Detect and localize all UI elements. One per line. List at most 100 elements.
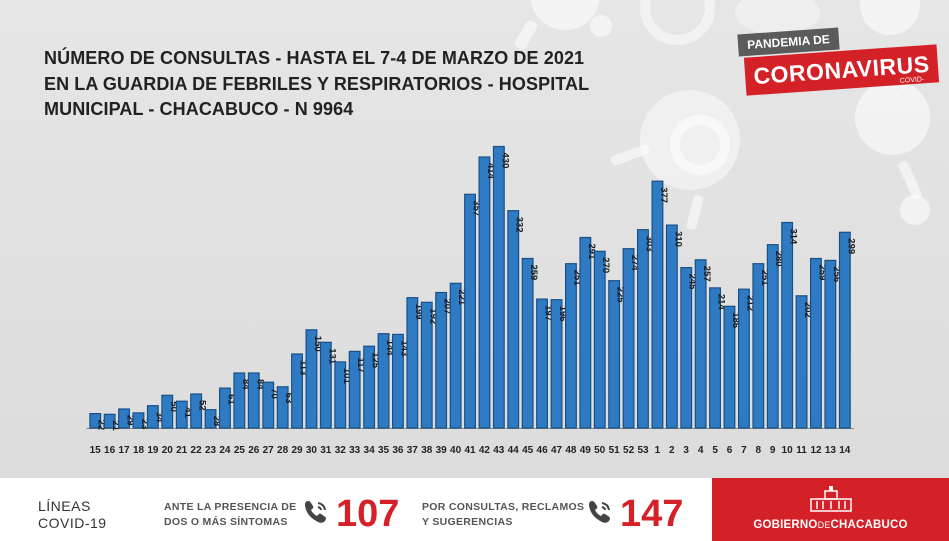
bar <box>118 408 130 429</box>
bar <box>449 282 462 429</box>
bar <box>665 224 678 429</box>
bar-value-label: 186 <box>730 312 741 328</box>
bar-value-label: 303 <box>644 236 655 252</box>
bar-value-label: 299 <box>845 238 856 254</box>
bar-group: 377 1 <box>651 180 669 456</box>
bar <box>824 259 837 429</box>
bar-value-label: 125 <box>370 352 381 369</box>
x-tick-label: 5 <box>712 445 718 456</box>
bar <box>89 413 102 429</box>
x-tick-label: 2 <box>669 445 675 456</box>
chart-title-line-1: NÚMERO DE CONSULTAS - HASTA EL 7-4 DE MA… <box>44 48 585 68</box>
bar-group: 214 5 <box>709 287 727 456</box>
bar-group: 357 41 <box>464 193 482 456</box>
bar <box>550 299 563 429</box>
bar <box>190 393 203 429</box>
bar-group: 34 19 <box>146 405 164 456</box>
bar-group: 299 14 <box>838 231 856 456</box>
bar <box>146 405 159 429</box>
bar-value-label: 357 <box>471 200 482 216</box>
bar-group: 196 47 <box>550 299 568 456</box>
x-tick-label: 15 <box>90 445 102 456</box>
x-tick-label: 25 <box>234 445 246 456</box>
bar <box>233 372 246 429</box>
bar-group: 144 35 <box>377 333 395 456</box>
chart-title-line-3: MUNICIPAL - CHACABUCO - N 9964 <box>44 99 354 119</box>
bar-group: 125 34 <box>363 345 381 456</box>
bar-value-label: 251 <box>571 270 582 287</box>
bar <box>204 409 217 429</box>
bar-value-label: 143 <box>398 340 409 356</box>
bar <box>363 345 376 429</box>
bar-value-label: 221 <box>456 289 467 306</box>
x-tick-label: 12 <box>810 445 822 456</box>
bar-group: 303 53 <box>636 229 655 456</box>
phone-number-107[interactable]: 107 <box>336 493 400 535</box>
bar <box>392 333 404 429</box>
x-tick-label: 51 <box>609 445 621 456</box>
consultas-note-line-2: Y SUGERENCIAS <box>422 516 513 528</box>
x-tick-label: 30 <box>306 445 318 456</box>
bar <box>334 361 347 429</box>
bar-value-label: 314 <box>788 229 799 246</box>
x-tick-label: 35 <box>378 445 390 456</box>
x-tick-label: 45 <box>522 445 534 456</box>
x-tick-label: 6 <box>727 445 733 456</box>
x-tick-label: 33 <box>349 445 361 456</box>
bar-group: 257 4 <box>694 259 712 456</box>
bar-group: 117 33 <box>348 350 366 456</box>
bar-group: 256 13 <box>824 259 842 456</box>
bar <box>564 263 577 429</box>
chacabuco-word: CHACABUCO <box>830 519 908 531</box>
bar-value-label: 117 <box>355 357 366 372</box>
bar-value-label: 34 <box>153 412 164 423</box>
bar-group: 280 9 <box>766 244 784 456</box>
bar-group: 414 42 <box>478 156 496 456</box>
x-tick-label: 32 <box>335 445 347 456</box>
bar-value-label: 257 <box>701 266 712 282</box>
x-tick-label: 49 <box>580 445 592 456</box>
x-tick-label: 20 <box>162 445 174 456</box>
covid-label: COVID-19 <box>38 515 107 531</box>
bar <box>132 412 145 429</box>
bar-value-label: 212 <box>744 295 755 311</box>
bar-value-label: 84 <box>254 379 265 390</box>
bar-group: 259 12 <box>809 257 828 456</box>
x-tick-label: 46 <box>537 445 549 456</box>
bar <box>291 353 304 429</box>
consultas-note-line-1: POR CONSULTAS, RECLAMOS <box>422 501 585 513</box>
x-tick-label: 9 <box>770 445 776 456</box>
bar-group: 251 48 <box>564 263 582 456</box>
bar-value-label: 197 <box>543 305 554 321</box>
bar <box>103 413 116 429</box>
bar-group: 50 20 <box>161 394 179 456</box>
bar-value-label: 332 <box>514 217 525 233</box>
bar-group: 63 28 <box>276 386 294 456</box>
x-tick-label: 41 <box>464 445 476 456</box>
bar <box>593 250 606 429</box>
x-tick-label: 19 <box>147 445 159 456</box>
symptoms-note-line-1: ANTE LA PRESENCIA DE <box>164 501 297 513</box>
bar-value-label: 291 <box>586 244 597 261</box>
x-tick-label: 38 <box>421 445 433 456</box>
bar <box>536 298 549 429</box>
x-tick-label: 48 <box>565 445 577 456</box>
bar <box>175 400 188 429</box>
bar-value-label: 28 <box>211 416 222 427</box>
bar-value-label: 70 <box>269 388 280 399</box>
x-tick-label: 34 <box>364 445 376 456</box>
phone-number-147[interactable]: 147 <box>620 493 684 535</box>
bar-group: 84 25 <box>233 372 251 456</box>
x-tick-label: 1 <box>655 445 661 456</box>
bar-group: 41 21 <box>175 400 193 456</box>
bar-value-label: 150 <box>312 336 323 352</box>
bar-group: 225 51 <box>608 280 626 456</box>
bar-value-label: 23 <box>139 419 150 430</box>
x-tick-label: 10 <box>782 445 794 456</box>
bar-group: 274 52 <box>622 248 640 456</box>
bar-value-label: 41 <box>182 407 193 418</box>
bar-value-label: 22 <box>96 420 107 431</box>
bar-value-label: 50 <box>168 401 179 412</box>
bar-group: 199 37 <box>406 297 424 456</box>
bar-group: 212 7 <box>737 288 755 456</box>
